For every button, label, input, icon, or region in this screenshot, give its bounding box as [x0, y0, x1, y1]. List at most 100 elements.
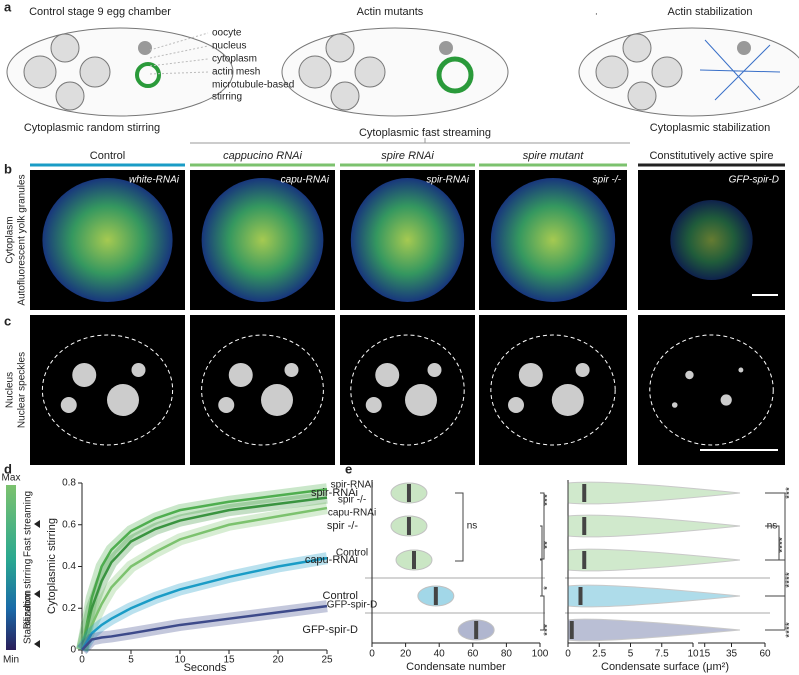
line	[80, 556, 328, 651]
speckle	[685, 370, 694, 380]
y-tick-label: 0.2	[62, 603, 76, 614]
x-tick-label: 40	[434, 649, 446, 660]
violin	[567, 584, 741, 608]
microscopy-image	[479, 315, 627, 465]
schematic-title: Control stage 9 egg chamber	[29, 6, 171, 18]
bracket	[190, 138, 630, 144]
image-label: capu-RNAi	[281, 175, 330, 186]
legend-text: oocyte	[212, 28, 242, 39]
x-tick-label: 20	[272, 655, 284, 666]
series-label: spir -/-	[338, 495, 366, 506]
group-label: Constitutively active spire	[649, 150, 773, 162]
nucleus-outline	[201, 334, 324, 446]
dot: .	[595, 7, 598, 18]
y-tick-label: 0.4	[62, 561, 76, 572]
x-tick-label: 100	[532, 649, 549, 660]
median-bar	[569, 621, 574, 639]
leader	[149, 71, 209, 75]
leader	[149, 45, 209, 59]
yolk-signal	[350, 178, 465, 302]
x-tick-label: 0	[565, 649, 571, 660]
caption: Cytoplasmic random stirring	[24, 122, 160, 134]
speckle	[671, 402, 678, 408]
speckle	[284, 363, 299, 377]
x-tick-label: 80	[501, 649, 513, 660]
group-label: spire RNAi	[381, 150, 434, 162]
leader	[149, 58, 209, 67]
legend-text: nucleus	[212, 41, 246, 52]
schematic-title: Actin mutants	[357, 6, 424, 18]
significance: ***	[543, 494, 554, 506]
speckle	[218, 397, 235, 413]
line	[81, 604, 328, 651]
legend-text: microtubule-based	[212, 80, 294, 91]
y-tick-label: 0.8	[62, 478, 76, 489]
speckle	[720, 394, 732, 406]
x-tick-label: 15	[223, 655, 235, 666]
significance: *	[543, 586, 554, 590]
speckle	[508, 397, 524, 413]
category-label: spir -/-	[327, 520, 359, 532]
panel-letter: e	[345, 461, 352, 476]
x-axis-label: Condensate surface (μm²)	[601, 661, 729, 673]
legend-text: cytoplasm	[212, 54, 257, 65]
egg-chamber-drawings	[6, 27, 799, 117]
category-label: Control	[323, 590, 358, 602]
series-label: spir-RNAi	[331, 480, 374, 491]
nucleus-outline	[490, 334, 616, 446]
significance: ****	[785, 572, 796, 588]
y-tick-label: 0.6	[62, 519, 76, 530]
speckle	[427, 363, 442, 377]
colorbar	[6, 485, 40, 650]
caption: Cytoplasmic stabilization	[650, 122, 770, 134]
median-bar	[406, 517, 411, 535]
speckle	[518, 363, 543, 387]
significance: ***	[543, 624, 554, 636]
state-label: Random stirring	[23, 559, 34, 630]
speckle	[551, 384, 584, 416]
row-label: Autofluorescent yolk granules	[17, 174, 28, 305]
speckle	[131, 363, 146, 377]
microscopy-image	[638, 315, 785, 465]
speckle	[375, 363, 400, 387]
nucleus-outline	[350, 334, 465, 446]
category-label: capu-RNAi	[305, 554, 358, 566]
image-label: spir -/-	[593, 175, 622, 186]
significance: ****	[785, 622, 796, 638]
yolk-signal	[490, 178, 616, 302]
x-axis-label: Seconds	[184, 662, 227, 674]
microscopy-image	[30, 315, 185, 465]
schematic-title: Actin stabilization	[668, 6, 753, 18]
violin	[567, 618, 741, 642]
caption: Cytoplasmic fast streaming	[359, 127, 491, 139]
median-bar	[406, 484, 411, 502]
x-tick-label: 10	[174, 655, 186, 666]
image-label: spir-RNAi	[426, 175, 469, 186]
panel-letter: a	[4, 0, 12, 14]
line	[80, 496, 328, 651]
x-tick-label: 0	[79, 655, 85, 666]
x-tick-label: 5	[628, 649, 634, 660]
x-tick-label: 5	[128, 655, 134, 666]
x-tick-label: 35	[726, 649, 738, 660]
y-tick-label: 0	[70, 645, 76, 656]
median-bar	[412, 551, 416, 569]
median-bar	[433, 587, 438, 605]
panel-letter: c	[4, 313, 11, 328]
state-label: Fast streaming	[23, 491, 34, 557]
speckle	[72, 363, 97, 387]
series-label: GFP-spir-D	[327, 600, 378, 611]
line	[80, 488, 328, 651]
series-label: Control	[336, 548, 368, 559]
series-label: capu-RNAi	[328, 508, 376, 519]
significance: ***	[785, 487, 796, 499]
x-tick-label: 2.5	[592, 649, 606, 660]
nucleus-outline	[649, 334, 774, 446]
yolk-signal	[670, 200, 753, 280]
image-label: GFP-spir-D	[729, 175, 779, 186]
x-tick-label: 10	[687, 649, 699, 660]
median-bar	[474, 621, 479, 639]
yolk-signal	[42, 178, 173, 302]
line	[80, 506, 328, 651]
